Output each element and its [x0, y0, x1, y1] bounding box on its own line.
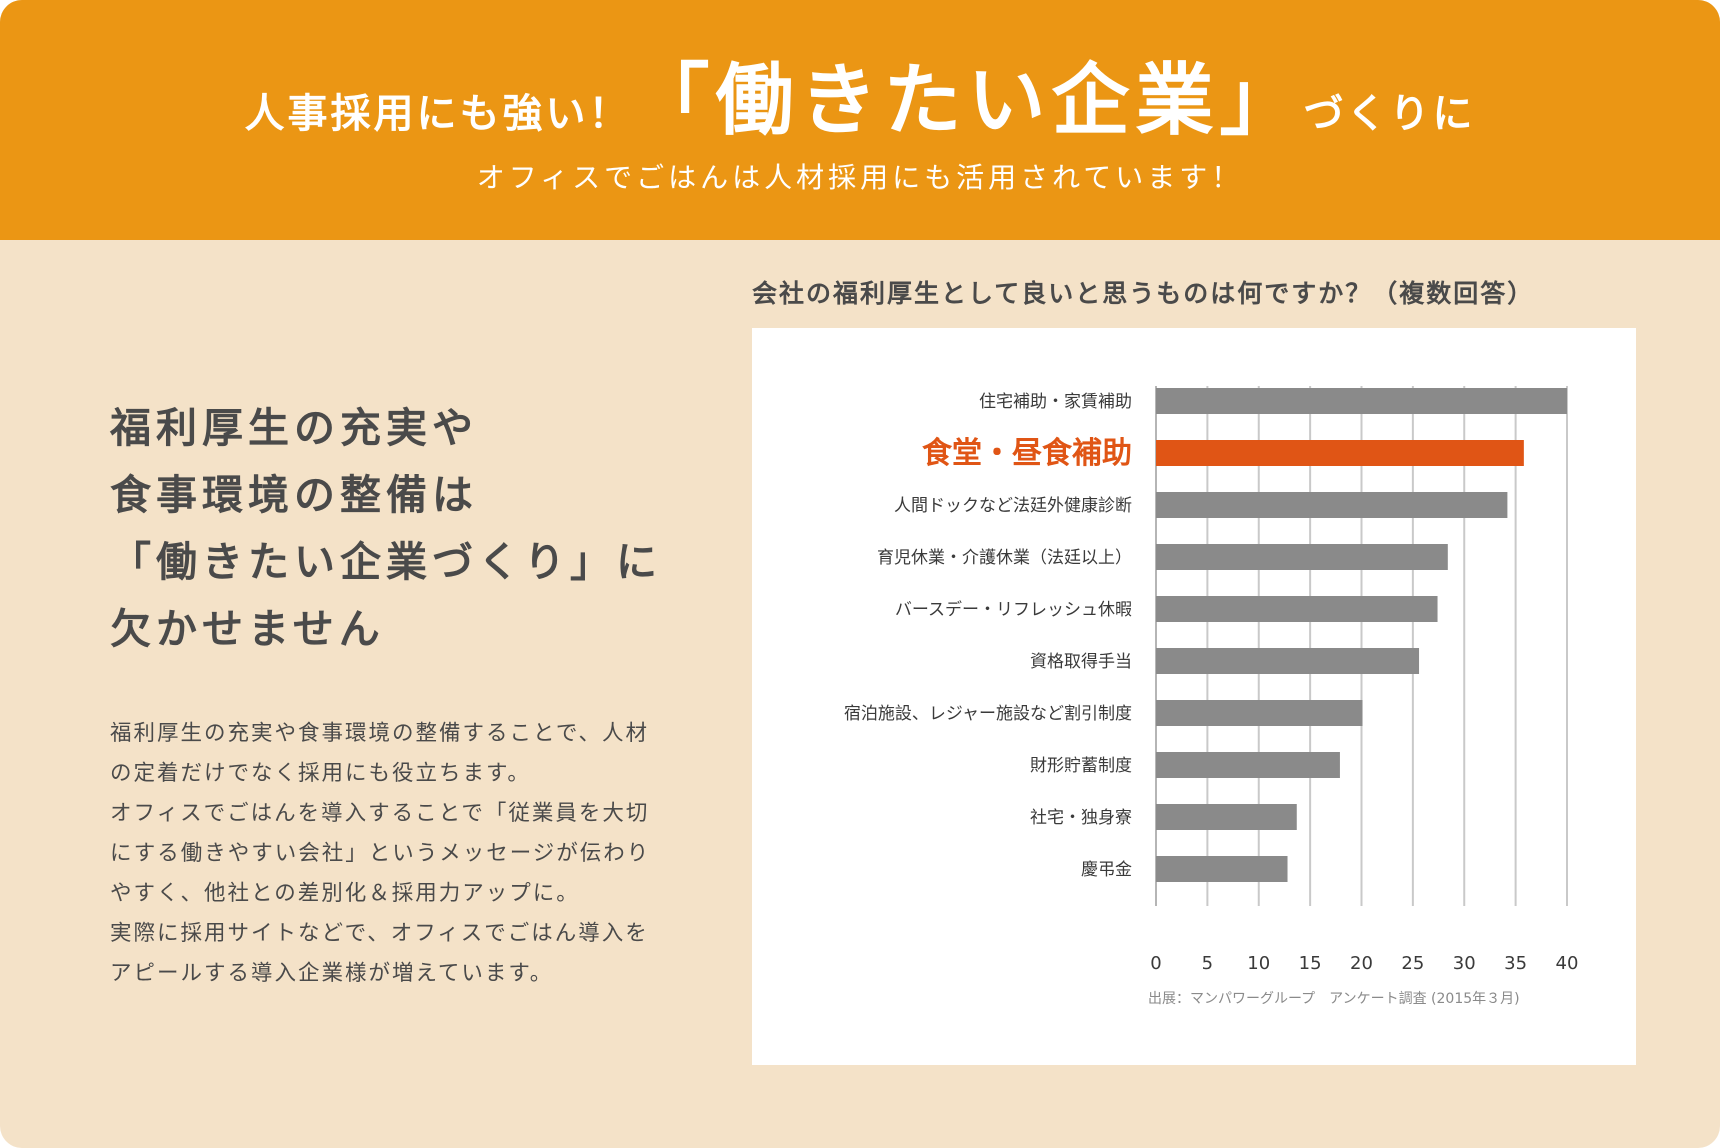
subheadline: オフィスでごはんは人材採用にも活用されています！: [476, 161, 1244, 194]
category-label: 財形貯蓄制度: [1030, 756, 1132, 776]
category-label: 住宅補助・家賃補助: [979, 392, 1132, 412]
bar: [1156, 752, 1340, 778]
bar: [1156, 700, 1363, 726]
category-label: 人間ドックなど法廷外健康診断: [894, 496, 1132, 516]
bar: [1156, 596, 1438, 622]
bar: [1156, 492, 1508, 518]
category-label: 資格取得手当: [1030, 652, 1132, 672]
lead-text: 福利厚生の充実や 食事環境の整備は 「働きたい企業づくり」に 欠かせません: [110, 395, 750, 663]
bar: [1156, 648, 1420, 674]
category-label: 社宅・独身寮: [1030, 808, 1132, 828]
chart-title: 会社の福利厚生として良いと思うものは何ですか？（複数回答）: [752, 279, 1535, 308]
tick-label: 0: [1150, 953, 1161, 974]
headline-part2: 「働きたい企業」: [631, 56, 1304, 146]
bar-chart: 住宅補助・家賃補助食堂・昼食補助人間ドックなど法廷外健康診断育児休業・介護休業（…: [844, 386, 1579, 1007]
bar: [1156, 440, 1524, 466]
body-line: 福利厚生の充実や食事環境の整備することで、人材: [110, 721, 649, 746]
headline: 人事採用にも強い！「働きたい企業」づくりに: [0, 38, 1720, 150]
bar: [1156, 804, 1297, 830]
bar: [1156, 544, 1448, 570]
body-line: にする働きやすい会社」というメッセージが伝わり: [110, 841, 651, 866]
lead-line: 食事環境の整備は: [110, 471, 478, 519]
body-line: オフィスでごはんを導入することで「従業員を大切: [110, 801, 650, 826]
bar: [1156, 856, 1288, 882]
body-line: の定着だけでなく採用にも役立ちます。: [110, 761, 531, 786]
body-line: 実際に採用サイトなどで、オフィスでごはん導入を: [110, 921, 649, 946]
tick-label: 40: [1556, 953, 1579, 974]
headline-part1: 人事採用にも強い！: [244, 91, 632, 137]
category-label: バースデー・リフレッシュ休暇: [895, 599, 1132, 620]
headline-part3: づくりに: [1303, 91, 1476, 137]
header-banner: 人事採用にも強い！「働きたい企業」づくりに オフィスでごはんは人材採用にも活用さ…: [0, 0, 1720, 240]
category-label: 慶弔金: [1081, 860, 1132, 880]
tick-label: 30: [1453, 953, 1476, 974]
tick-label: 25: [1401, 953, 1424, 974]
lead-line: 福利厚生の充実や: [110, 404, 478, 452]
category-label: 育児休業・介護休業（法廷以上）: [877, 548, 1132, 568]
body-text: 福利厚生の充実や食事環境の整備することで、人材 の定着だけでなく採用にも役立ちま…: [110, 714, 710, 994]
lead-line: 欠かせません: [110, 605, 385, 653]
source-note: 出展：マンパワーグループ アンケート調査 (2015年３月): [1148, 991, 1520, 1007]
bar: [1156, 388, 1567, 414]
body-line: アピールする導入企業様が増えています。: [110, 961, 554, 986]
tick-label: 5: [1202, 953, 1213, 974]
tick-label: 10: [1247, 953, 1270, 974]
chart-panel: 住宅補助・家賃補助食堂・昼食補助人間ドックなど法廷外健康診断育児休業・介護休業（…: [752, 328, 1636, 1065]
lead-line: 「働きたい企業づくり」に: [110, 538, 662, 586]
category-label: 食堂・昼食補助: [922, 436, 1132, 471]
tick-label: 35: [1504, 953, 1527, 974]
body-line: やすく、他社との差別化＆採用力アップに。: [110, 881, 580, 906]
tick-label: 20: [1350, 953, 1373, 974]
category-label: 宿泊施設、レジャー施設など割引制度: [844, 704, 1132, 724]
tick-label: 15: [1299, 953, 1322, 974]
